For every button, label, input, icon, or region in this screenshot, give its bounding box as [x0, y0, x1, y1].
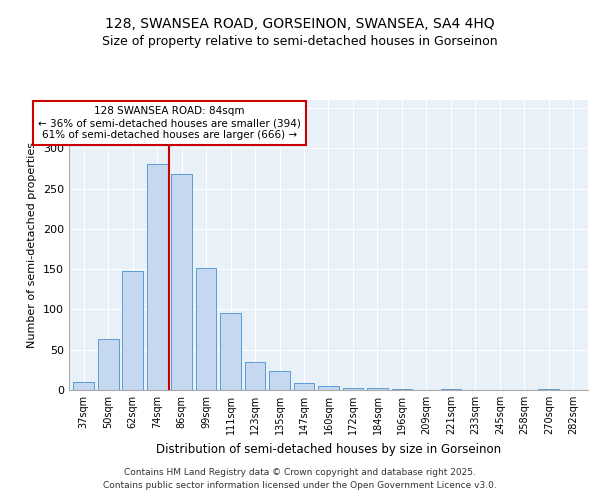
Bar	[269, 370, 290, 390]
Bar	[98, 339, 119, 390]
Bar	[220, 314, 241, 390]
Bar	[538, 389, 559, 390]
Bar	[318, 386, 339, 390]
Text: Contains public sector information licensed under the Open Government Licence v3: Contains public sector information licen…	[103, 480, 497, 490]
Text: 128 SWANSEA ROAD: 84sqm
← 36% of semi-detached houses are smaller (394)
61% of s: 128 SWANSEA ROAD: 84sqm ← 36% of semi-de…	[38, 106, 301, 140]
Bar	[73, 382, 94, 390]
X-axis label: Distribution of semi-detached houses by size in Gorseinon: Distribution of semi-detached houses by …	[156, 442, 501, 456]
Bar	[392, 389, 412, 390]
Bar	[343, 388, 364, 390]
Bar	[122, 271, 143, 390]
Bar	[367, 388, 388, 390]
Y-axis label: Number of semi-detached properties: Number of semi-detached properties	[28, 142, 37, 348]
Bar	[171, 174, 192, 390]
Bar	[440, 389, 461, 390]
Text: Contains HM Land Registry data © Crown copyright and database right 2025.: Contains HM Land Registry data © Crown c…	[124, 468, 476, 477]
Bar	[196, 268, 217, 390]
Bar	[293, 383, 314, 390]
Text: 128, SWANSEA ROAD, GORSEINON, SWANSEA, SA4 4HQ: 128, SWANSEA ROAD, GORSEINON, SWANSEA, S…	[105, 18, 495, 32]
Bar	[245, 362, 265, 390]
Text: Size of property relative to semi-detached houses in Gorseinon: Size of property relative to semi-detach…	[102, 35, 498, 48]
Bar	[147, 164, 167, 390]
